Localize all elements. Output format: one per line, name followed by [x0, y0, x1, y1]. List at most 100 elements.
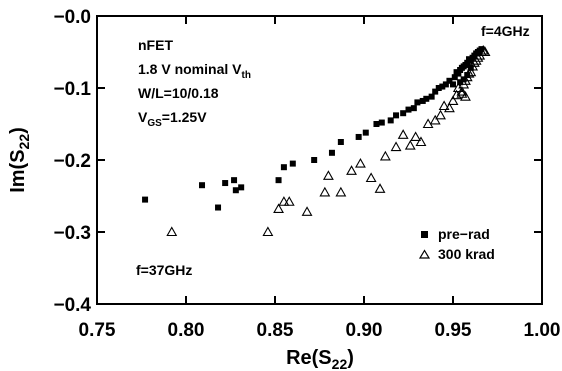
legend-label-pre-rad: pre−rad	[438, 226, 490, 242]
data-point-300-krad	[463, 67, 475, 78]
x-axis-title-tail: )	[347, 347, 354, 369]
data-point-300-krad	[319, 186, 331, 197]
data-point-pre-rad	[387, 117, 394, 124]
y-tick-label: −0.0	[53, 7, 91, 28]
data-point-300-krad	[374, 183, 386, 193]
data-point-pre-rad	[419, 97, 426, 104]
data-point-300-krad	[335, 186, 347, 197]
data-point-300-krad	[278, 196, 290, 206]
data-point-pre-rad	[410, 105, 417, 112]
data-point-300-krad	[354, 157, 366, 168]
x-tick-label: 1.00	[524, 320, 561, 341]
x-axis-title-main: Re(S	[286, 347, 332, 369]
legend-label-300-krad: 300 krad	[438, 246, 495, 262]
data-point-300-krad	[477, 44, 489, 55]
data-point-pre-rad	[400, 110, 407, 117]
data-point-300-krad	[273, 203, 285, 214]
data-point-pre-rad	[439, 83, 446, 90]
y-tick-label: −0.3	[53, 223, 91, 244]
legend-marker-300-krad	[418, 249, 431, 259]
data-point-300-krad	[456, 85, 468, 96]
data-point-pre-rad	[355, 133, 362, 140]
y-axis-title: Im(S22)	[7, 127, 32, 193]
y-axis-title-main: Im(S	[7, 149, 29, 192]
data-point-pre-rad	[232, 187, 239, 194]
data-point-pre-rad	[378, 119, 385, 126]
data-point-300-krad	[415, 136, 427, 147]
data-point-300-krad	[166, 226, 178, 237]
data-point-pre-rad	[423, 95, 430, 102]
data-point-pre-rad	[464, 59, 471, 66]
x-tick-label: 0.75	[79, 320, 116, 341]
annotation-vth-main: 1.8 V nominal V	[138, 61, 242, 77]
data-point-pre-rad	[442, 81, 449, 88]
data-point-pre-rad	[405, 106, 412, 113]
data-point-pre-rad	[362, 129, 369, 136]
data-point-300-krad	[379, 150, 391, 161]
x-axis-title-sub: 22	[332, 356, 348, 371]
data-point-pre-rad	[311, 157, 318, 163]
y-axis-ticks: −0.0 −0.1 −0.2 −0.3 −0.4	[53, 7, 542, 316]
data-point-pre-rad	[432, 88, 439, 95]
data-point-pre-rad	[231, 177, 238, 184]
data-point-pre-rad	[373, 121, 380, 127]
data-point-300-krad	[346, 165, 357, 175]
y-tick-label: −0.1	[53, 79, 91, 100]
x-tick-label: 0.80	[168, 320, 205, 341]
data-point-pre-rad	[337, 139, 344, 145]
annotation-vgs: VGS=1.25V	[138, 109, 207, 129]
annotation-f-low: f=37GHz	[136, 262, 192, 278]
data-point-300-krad	[390, 141, 402, 152]
data-point-300-krad	[443, 102, 455, 113]
data-point-pre-rad	[215, 204, 222, 211]
data-point-pre-rad	[428, 93, 435, 100]
annotation-wl: W/L=10/0.18	[138, 85, 219, 101]
data-point-pre-rad	[280, 164, 287, 171]
data-point-300-krad	[283, 196, 295, 206]
data-point-300-krad	[404, 139, 416, 150]
y-axis-title-tail: )	[7, 127, 29, 134]
data-point-300-krad	[435, 109, 446, 120]
data-point-300-krad	[429, 114, 441, 125]
data-point-300-krad	[438, 100, 450, 111]
data-point-pre-rad	[414, 99, 421, 106]
data-point-300-krad	[365, 172, 377, 183]
data-point-pre-rad	[393, 112, 400, 119]
data-point-300-krad	[301, 206, 313, 216]
y-tick-label: −0.2	[53, 151, 91, 172]
data-point-300-krad	[447, 95, 459, 106]
data-point-300-krad	[410, 131, 422, 142]
annotation-vgs-tail: =1.25V	[162, 109, 207, 125]
data-point-pre-rad	[142, 196, 149, 203]
data-point-pre-rad	[289, 160, 296, 167]
annotation-device-type: nFET	[138, 37, 173, 53]
annotation-vgs-sub: GS	[147, 118, 162, 129]
data-point-pre-rad	[328, 149, 335, 156]
data-point-300-krad	[262, 226, 274, 237]
legend-marker-pre-rad	[421, 231, 428, 238]
annotation-vth: 1.8 V nominal Vth	[138, 61, 251, 81]
data-point-pre-rad	[222, 180, 229, 187]
annotation-f-high: f=4GHz	[481, 23, 530, 39]
data-point-pre-rad	[446, 77, 453, 84]
data-point-pre-rad	[451, 74, 458, 81]
series-300-krad	[166, 44, 491, 237]
data-point-pre-rad	[275, 177, 282, 184]
data-point-300-krad	[397, 129, 409, 139]
data-point-300-krad	[322, 170, 334, 180]
data-point-pre-rad	[199, 182, 206, 189]
annotation-vgs-main: V	[138, 109, 148, 125]
y-tick-label: −0.4	[53, 295, 91, 316]
x-axis-ticks: 0.75 0.80 0.85 0.90 0.95 1.00	[79, 16, 561, 341]
data-point-pre-rad	[450, 81, 456, 88]
x-axis-title: Re(S22)	[286, 347, 354, 371]
data-point-300-krad	[456, 88, 468, 98]
data-point-pre-rad	[457, 79, 464, 86]
x-tick-label: 0.95	[435, 320, 472, 341]
x-tick-label: 0.85	[257, 320, 294, 341]
data-point-pre-rad	[238, 184, 245, 191]
legend: pre−rad 300 krad	[418, 226, 495, 262]
data-point-300-krad	[460, 91, 471, 101]
